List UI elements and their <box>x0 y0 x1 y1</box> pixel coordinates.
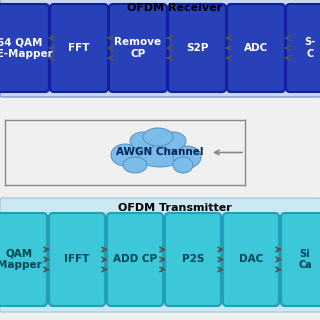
Text: DAC: DAC <box>239 254 263 265</box>
Text: QAM
Mapper: QAM Mapper <box>0 249 41 270</box>
Text: ADD CP: ADD CP <box>113 254 157 265</box>
Text: S-
C: S- C <box>304 37 316 59</box>
Text: OFDM Receiver: OFDM Receiver <box>127 3 223 13</box>
Ellipse shape <box>173 157 193 173</box>
FancyBboxPatch shape <box>0 213 47 306</box>
FancyBboxPatch shape <box>165 213 221 306</box>
Text: S2P: S2P <box>186 43 208 53</box>
FancyBboxPatch shape <box>109 4 167 92</box>
FancyBboxPatch shape <box>49 213 105 306</box>
FancyBboxPatch shape <box>281 213 320 306</box>
Text: ADC: ADC <box>244 43 268 53</box>
FancyBboxPatch shape <box>0 198 320 312</box>
Ellipse shape <box>130 132 156 150</box>
Ellipse shape <box>143 128 173 146</box>
Ellipse shape <box>123 157 147 173</box>
Text: AWGN Channel: AWGN Channel <box>116 147 204 157</box>
FancyBboxPatch shape <box>50 4 108 92</box>
Ellipse shape <box>111 144 139 166</box>
Text: Remove
CP: Remove CP <box>115 37 162 59</box>
FancyBboxPatch shape <box>168 4 226 92</box>
Ellipse shape <box>160 132 186 150</box>
Text: Si
Ca: Si Ca <box>298 249 312 270</box>
FancyBboxPatch shape <box>223 213 279 306</box>
FancyBboxPatch shape <box>107 213 163 306</box>
FancyBboxPatch shape <box>0 4 49 92</box>
Ellipse shape <box>134 137 186 167</box>
Text: P2S: P2S <box>182 254 204 265</box>
FancyBboxPatch shape <box>286 4 320 92</box>
FancyBboxPatch shape <box>227 4 285 92</box>
Text: FFT: FFT <box>68 43 90 53</box>
Text: IFFT: IFFT <box>64 254 90 265</box>
Ellipse shape <box>173 146 201 168</box>
FancyBboxPatch shape <box>0 0 320 97</box>
Text: OFDM Transmitter: OFDM Transmitter <box>118 203 232 213</box>
Text: 64 QAM
DE-Mapper: 64 QAM DE-Mapper <box>0 37 52 59</box>
